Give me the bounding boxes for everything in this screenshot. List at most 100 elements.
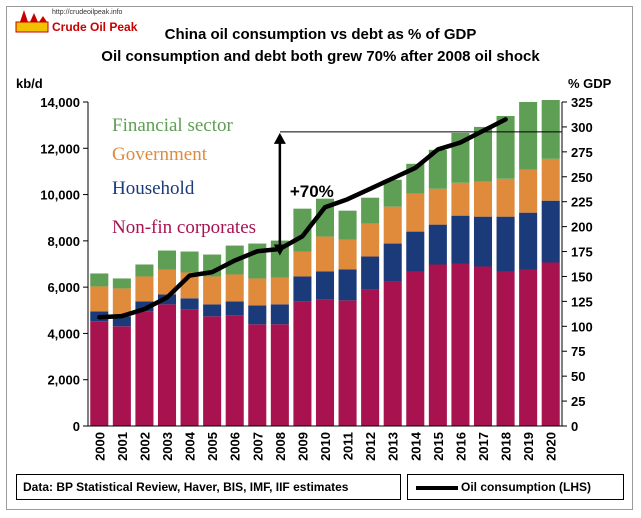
bar-household-2005 <box>203 304 222 317</box>
bar-government-2003 <box>157 269 177 295</box>
bar-non-fin-corporates-2012 <box>361 289 380 426</box>
bar-non-fin-corporates-2010 <box>315 299 335 426</box>
bar-household-2015 <box>428 224 447 265</box>
bar-non-fin-corporates-2004 <box>180 309 199 426</box>
x-tick-label-2010: 2010 <box>318 432 333 461</box>
right-tick-label-125: 125 <box>571 294 593 309</box>
right-tick-label-175: 175 <box>571 245 593 260</box>
bar-government-2020 <box>541 158 560 201</box>
bar-government-2011 <box>338 239 357 270</box>
x-tick-label-2017: 2017 <box>476 432 491 461</box>
bar-government-2015 <box>428 188 447 225</box>
bar-non-fin-corporates-2015 <box>428 264 447 426</box>
x-tick-label-2011: 2011 <box>341 432 356 460</box>
series-label-non-fin-corporates: Non-fin corporates <box>112 217 256 238</box>
bar-non-fin-corporates-2008 <box>270 324 289 426</box>
bar-government-2010 <box>315 236 335 272</box>
bar-government-2001 <box>112 288 131 317</box>
left-tick-label-2000: 2,000 <box>47 373 80 388</box>
x-tick-label-2007: 2007 <box>250 432 265 461</box>
bar-government-2000 <box>90 286 109 312</box>
right-tick-label-50: 50 <box>571 369 585 384</box>
bar-non-fin-corporates-2016 <box>451 263 470 426</box>
right-tick-label-75: 75 <box>571 344 585 359</box>
bar-financial-sector-2011 <box>338 210 357 240</box>
left-tick-label-6000: 6,000 <box>47 280 80 295</box>
bar-household-2008 <box>270 304 289 325</box>
bar-financial-sector-2012 <box>361 197 380 224</box>
bar-financial-sector-2019 <box>519 102 538 170</box>
x-tick-label-2001: 2001 <box>115 432 130 461</box>
bar-financial-sector-2020 <box>541 100 560 159</box>
bar-household-2018 <box>496 216 515 272</box>
bar-non-fin-corporates-2013 <box>383 281 402 426</box>
x-tick-label-2013: 2013 <box>386 432 401 461</box>
left-tick-label-10000: 10,000 <box>40 188 80 203</box>
bar-financial-sector-2001 <box>112 278 131 289</box>
x-tick-label-2018: 2018 <box>499 432 514 461</box>
right-tick-label-325: 325 <box>571 95 593 110</box>
annotation-label: +70% <box>290 182 334 201</box>
series-label-household: Household <box>112 178 195 199</box>
bar-financial-sector-2018 <box>496 115 515 179</box>
right-axis-label: % GDP <box>568 76 612 91</box>
x-tick-label-2019: 2019 <box>521 432 536 461</box>
oil-consumption-line <box>97 117 508 320</box>
bar-financial-sector-2015 <box>428 149 447 189</box>
bar-government-2008 <box>270 277 289 305</box>
bar-government-2009 <box>293 251 312 277</box>
bar-household-2012 <box>361 256 380 290</box>
bar-non-fin-corporates-2020 <box>541 262 560 426</box>
x-tick-label-2000: 2000 <box>92 432 107 461</box>
bar-household-2013 <box>383 243 402 282</box>
bar-government-2012 <box>361 223 380 257</box>
bar-non-fin-corporates-2018 <box>496 271 515 426</box>
bar-household-2004 <box>180 298 199 310</box>
bar-household-2017 <box>473 216 493 267</box>
right-tick-label-250: 250 <box>571 170 593 185</box>
bar-financial-sector-2004 <box>180 251 199 273</box>
right-tick-label-200: 200 <box>571 220 593 235</box>
logo-name: Crude Oil Peak <box>52 20 138 34</box>
bar-non-fin-corporates-2006 <box>225 315 244 426</box>
bar-household-2010 <box>315 271 335 300</box>
bar-non-fin-corporates-2007 <box>248 324 267 426</box>
bar-household-2020 <box>541 200 560 263</box>
bar-non-fin-corporates-2019 <box>519 269 538 426</box>
legend-swatch-oil-line <box>416 486 458 490</box>
bar-household-2016 <box>451 215 470 264</box>
x-tick-label-2014: 2014 <box>408 431 423 461</box>
x-tick-label-2020: 2020 <box>544 432 559 461</box>
bar-household-2006 <box>225 301 244 316</box>
chart-subtitle: Oil consumption and debt both grew 70% a… <box>101 48 540 65</box>
right-tick-label-300: 300 <box>571 120 593 135</box>
x-tick-label-2008: 2008 <box>273 432 288 461</box>
bar-non-fin-corporates-2014 <box>406 271 425 426</box>
left-tick-label-0: 0 <box>73 419 80 434</box>
annotation-arrow-head-down <box>273 244 286 256</box>
x-tick-label-2015: 2015 <box>431 432 446 461</box>
x-tick-label-2002: 2002 <box>137 432 152 461</box>
bar-non-fin-corporates-2017 <box>473 266 493 426</box>
right-tick-label-225: 225 <box>571 195 593 210</box>
bar-non-fin-corporates-2005 <box>203 316 222 426</box>
left-tick-label-4000: 4,000 <box>47 326 80 341</box>
bar-financial-sector-2013 <box>383 179 402 207</box>
x-tick-label-2012: 2012 <box>363 432 378 461</box>
bar-government-2016 <box>451 182 470 216</box>
bar-financial-sector-2010 <box>315 198 335 237</box>
chart-title: China oil consumption vs debt as % of GD… <box>164 26 477 43</box>
right-tick-label-100: 100 <box>571 319 593 334</box>
right-tick-label-150: 150 <box>571 269 593 284</box>
bar-non-fin-corporates-2001 <box>112 326 131 426</box>
right-tick-label-0: 0 <box>571 419 578 434</box>
bar-government-2005 <box>203 276 222 305</box>
left-tick-label-8000: 8,000 <box>47 234 80 249</box>
x-tick-label-2016: 2016 <box>453 432 468 461</box>
right-tick-label-275: 275 <box>571 145 593 160</box>
bar-non-fin-corporates-2011 <box>338 300 357 426</box>
legend-label-oil: Oil consumption (LHS) <box>461 480 591 494</box>
bar-household-2009 <box>293 276 312 302</box>
bar-government-2007 <box>248 278 267 306</box>
